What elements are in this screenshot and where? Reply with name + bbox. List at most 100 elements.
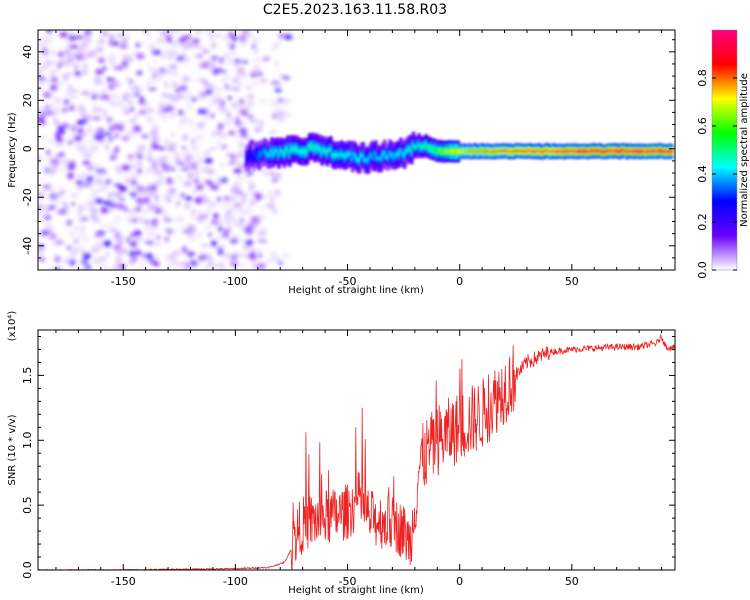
noise-speckle xyxy=(270,171,274,176)
noise-speckle xyxy=(221,244,227,248)
noise-speckle xyxy=(170,47,176,52)
noise-speckle xyxy=(154,73,163,78)
noise-speckle xyxy=(269,99,279,107)
noise-speckle xyxy=(81,140,85,147)
ridge-cell xyxy=(591,149,595,152)
noise-speckle xyxy=(85,265,92,270)
noise-speckle xyxy=(127,101,134,105)
ridge-cell xyxy=(594,150,599,153)
noise-speckle xyxy=(141,135,149,138)
snr-x-tick-label: 0 xyxy=(456,575,463,588)
noise-speckle xyxy=(129,94,137,100)
noise-speckle xyxy=(202,267,209,270)
noise-speckle xyxy=(70,56,76,62)
noise-speckle xyxy=(238,141,244,148)
ridge-cell xyxy=(517,149,522,152)
ridge-cell xyxy=(277,153,281,158)
ridge-cell xyxy=(408,146,412,151)
noise-speckle xyxy=(77,173,85,180)
ridge-cell xyxy=(349,152,353,157)
ridge-cell xyxy=(489,150,493,153)
noise-speckle xyxy=(174,217,178,222)
noise-speckle xyxy=(46,111,53,115)
ridge-cell xyxy=(282,152,287,157)
noise-speckle xyxy=(136,186,144,190)
noise-speckle xyxy=(218,225,223,232)
noise-speckle xyxy=(130,232,134,239)
noise-speckle xyxy=(118,263,126,270)
noise-speckle xyxy=(136,70,143,75)
ridge-cell xyxy=(300,150,304,154)
ridge-cell xyxy=(428,146,432,150)
noise-speckle xyxy=(178,110,184,116)
noise-speckle xyxy=(190,215,195,219)
noise-speckle xyxy=(51,232,58,239)
noise-speckle xyxy=(234,134,241,140)
noise-speckle xyxy=(55,201,59,206)
noise-speckle xyxy=(202,50,209,54)
ridge-cell xyxy=(548,150,552,153)
ridge-cell xyxy=(668,150,672,153)
noise-speckle xyxy=(274,43,280,49)
ridge-cell xyxy=(334,152,339,157)
noise-speckle xyxy=(95,128,103,133)
noise-speckle xyxy=(118,121,126,126)
noise-speckle xyxy=(246,171,253,175)
noise-speckle xyxy=(38,84,42,90)
noise-speckle xyxy=(164,236,169,243)
ridge-cell xyxy=(313,147,317,151)
noise-speckle xyxy=(46,150,51,156)
noise-speckle xyxy=(210,56,219,60)
noise-speckle xyxy=(140,41,146,45)
ridge-cell xyxy=(304,150,308,155)
noise-speckle xyxy=(179,37,187,43)
noise-speckle xyxy=(96,172,102,179)
noise-speckle xyxy=(229,255,239,259)
noise-speckle xyxy=(94,247,98,254)
noise-speckle xyxy=(194,30,203,35)
ridge-cell xyxy=(533,150,538,153)
ridge-cell xyxy=(569,149,574,152)
snr-y-axis-label: SNR (10 * v/v) xyxy=(7,414,18,485)
ridge-cell xyxy=(539,150,543,153)
noise-speckle xyxy=(240,178,246,182)
noise-speckle xyxy=(240,218,244,223)
noise-speckle xyxy=(87,51,96,56)
noise-speckle xyxy=(142,254,146,260)
noise-speckle xyxy=(180,118,186,125)
noise-speckle xyxy=(205,180,214,185)
noise-speckle xyxy=(45,167,49,174)
ridge-cell xyxy=(629,150,633,153)
noise-speckle xyxy=(53,238,62,241)
noise-speckle xyxy=(195,171,199,176)
noise-speckle xyxy=(194,197,203,203)
noise-speckle xyxy=(79,230,85,237)
noise-speckle xyxy=(126,135,131,140)
ridge-cell xyxy=(551,149,556,152)
noise-speckle xyxy=(46,30,52,34)
noise-speckle xyxy=(41,38,49,43)
noise-speckle xyxy=(48,168,56,175)
snr-y-tick-label: 0.5 xyxy=(21,496,34,514)
noise-speckle xyxy=(104,144,110,151)
noise-speckle xyxy=(152,225,158,231)
noise-speckle xyxy=(104,181,111,186)
figure-title: C2E5.2023.163.11.58.R03 xyxy=(263,2,447,18)
noise-speckle xyxy=(207,95,214,99)
noise-speckle xyxy=(95,107,103,112)
ridge-cell xyxy=(298,149,303,154)
noise-speckle xyxy=(230,204,236,212)
ridge-cell xyxy=(424,143,428,147)
noise-speckle xyxy=(160,162,168,167)
ridge-cell xyxy=(435,149,439,153)
noise-speckle xyxy=(170,82,180,87)
noise-speckle xyxy=(154,181,164,185)
noise-speckle xyxy=(119,197,125,201)
ridge-cell xyxy=(641,150,645,153)
ridge-cell xyxy=(632,150,636,153)
noise-speckle xyxy=(165,115,170,118)
noise-speckle xyxy=(248,205,252,209)
noise-speckle xyxy=(210,98,219,105)
noise-speckle xyxy=(185,196,192,201)
spectrogram-y-tick-label: 20 xyxy=(21,93,34,107)
